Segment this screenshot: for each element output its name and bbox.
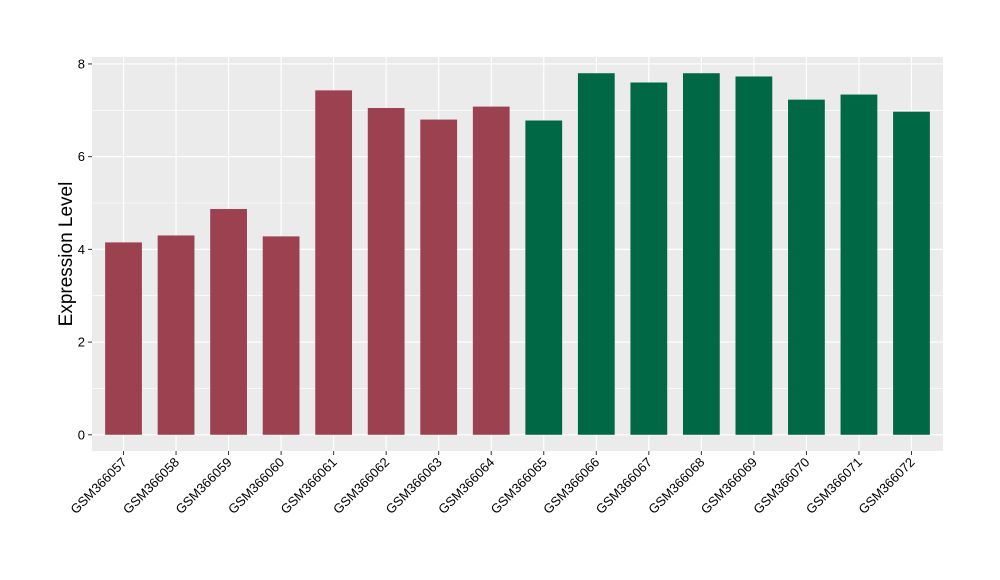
y-tick-label: 0: [78, 427, 85, 442]
bar-GSM366057: [105, 242, 142, 435]
y-tick-label: 2: [78, 335, 85, 350]
bar-GSM366071: [840, 94, 878, 435]
bar-GSM366072: [893, 111, 930, 435]
bar-GSM366060: [262, 236, 300, 435]
bar-GSM366066: [577, 73, 615, 435]
bar-GSM366069: [735, 76, 773, 435]
bar-GSM366059: [210, 209, 247, 435]
bar-GSM366063: [420, 119, 458, 435]
bar-GSM366070: [788, 99, 825, 435]
bar-GSM366062: [367, 107, 405, 435]
y-axis-title: Expression Level: [56, 182, 77, 327]
y-tick-label: 6: [78, 149, 85, 164]
bar-GSM366067: [630, 82, 668, 435]
y-tick-label: 8: [78, 56, 85, 71]
bar-GSM366061: [315, 90, 353, 435]
y-tick-label: 4: [78, 242, 85, 257]
bars: [105, 73, 930, 435]
x-tick-label: GSM366072: [855, 455, 917, 517]
bar-GSM366068: [682, 73, 720, 435]
bar-GSM366064: [472, 106, 510, 435]
bar-GSM366065: [525, 120, 563, 435]
bar-GSM366058: [157, 235, 195, 435]
